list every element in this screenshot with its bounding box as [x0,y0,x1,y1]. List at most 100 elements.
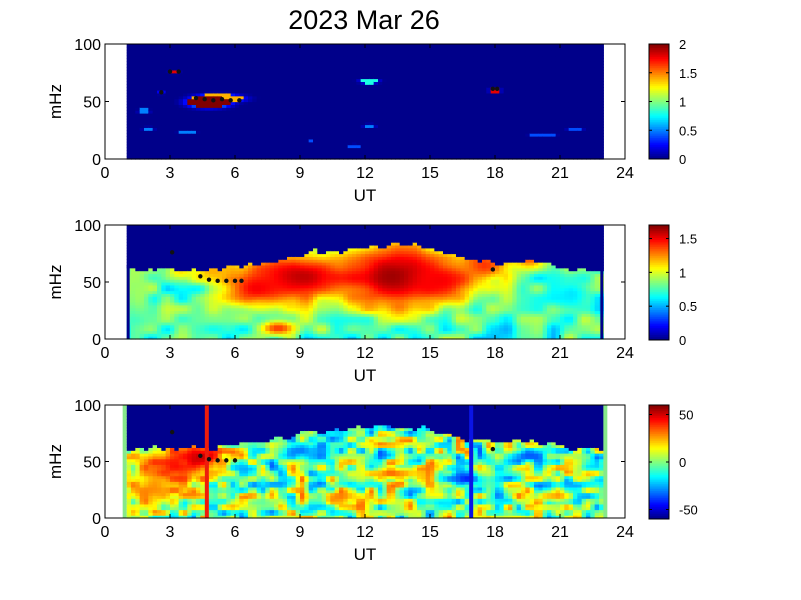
heat-cell [451,113,457,117]
heat-cell [373,69,379,74]
heat-cell [425,118,431,123]
heat-cell [144,130,149,134]
heat-cell [430,64,435,68]
heat-cell [317,95,323,100]
heat-cell [326,90,331,94]
heat-cell [135,52,141,57]
heat-cell [412,61,418,65]
heat-cell [200,121,206,126]
heat-cell [183,141,188,146]
heat-cell [261,92,266,97]
heat-cell [178,150,184,154]
heat-cell [282,67,288,71]
heat-cell [300,58,305,62]
heat-cell [174,44,180,48]
heat-cell [447,98,453,103]
heat-cell [282,44,288,48]
heat-cell [157,121,162,126]
heat-cell [252,144,258,149]
heat-cell [313,58,318,62]
heat-cell [135,55,141,59]
heat-cell [261,58,266,62]
heat-cell [131,124,136,128]
heat-cell [373,110,379,114]
heat-cell [152,61,158,65]
heat-cell [157,115,162,120]
heat-cell [460,133,466,137]
heat-cell [438,104,444,108]
heat-cell [235,153,240,157]
heat-cell [269,49,275,54]
heat-cell [391,118,396,123]
heat-cell [425,87,431,91]
heat-cell [304,133,310,137]
heat-cell [417,136,422,140]
heat-cell [191,44,197,48]
heat-cell [386,90,392,94]
heat-cell [308,78,314,82]
heat-cell [213,141,219,146]
heat-cell [269,133,275,137]
heat-cell [356,61,362,65]
heat-cell [200,95,206,100]
heat-cell [313,138,318,143]
heat-cell [408,95,414,100]
heat-cell [200,136,206,140]
heat-cell [352,58,357,62]
heat-cell [178,110,184,114]
heat-cell [196,101,201,105]
heat-cell [365,144,370,149]
heat-cell [157,69,162,74]
heat-cell [248,147,253,151]
heat-cell [365,84,370,88]
heat-cell [217,98,223,103]
heat-cell [148,64,154,68]
heat-cell [451,118,457,123]
heat-cell [308,87,314,91]
heat-cell [425,133,431,137]
heat-cell [243,101,249,105]
heat-cell [421,153,427,157]
heat-cell [135,153,141,157]
heat-cell [425,92,431,97]
heat-cell [343,92,349,97]
heat-cell [261,78,266,82]
heat-cell [382,58,388,62]
heat-cell [460,87,466,91]
heat-cell [378,110,383,114]
heat-cell [317,92,323,97]
heat-cell [213,150,219,154]
heat-cell [278,118,284,123]
heat-cell [144,133,149,137]
heat-cell [326,75,331,80]
heat-cell [404,72,409,77]
heat-cell [421,98,427,103]
heat-cell [369,101,375,105]
heat-cell [274,130,279,134]
heat-cell [386,121,392,126]
heat-cell [317,104,323,108]
heat-cell [369,156,375,160]
heat-cell [438,110,444,114]
heat-cell [226,110,232,114]
heat-cell [269,87,275,91]
heat-cell [334,141,340,146]
heat-cell [200,58,206,62]
heat-cell [343,138,349,143]
heat-cell [378,153,383,157]
heat-cell [464,130,470,134]
heat-cell [139,104,145,108]
heat-cell [187,67,193,71]
heat-cell [269,127,275,131]
heat-cell [265,84,271,88]
heat-cell [126,133,132,137]
heat-cell [187,81,193,85]
heat-cell [178,52,184,57]
heat-cell [200,67,206,71]
heat-cell [308,110,314,114]
heat-cell [443,104,448,108]
heat-cell [161,136,167,140]
heat-cell [217,136,223,140]
heat-cell [261,44,266,48]
heat-cell [365,69,370,74]
